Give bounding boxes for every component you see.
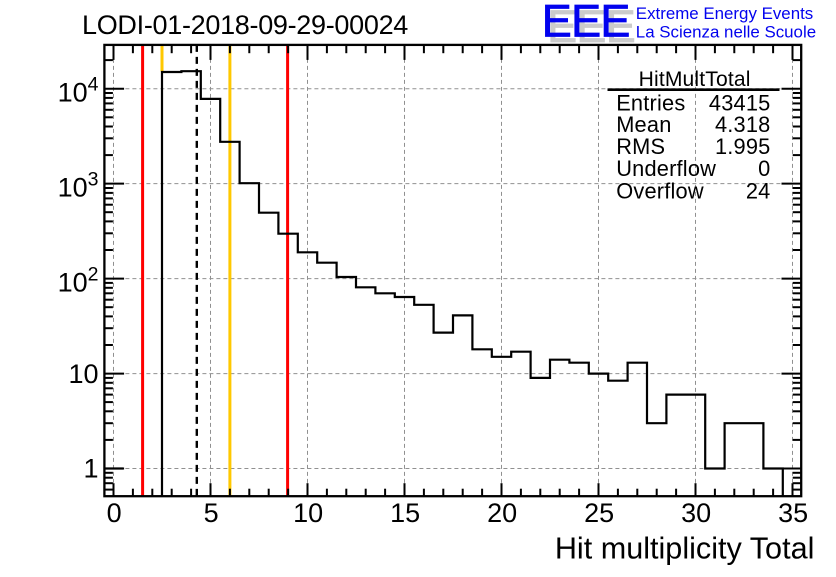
svg-text:10: 10: [68, 359, 98, 389]
svg-text:5: 5: [204, 498, 219, 528]
svg-text:1.995: 1.995: [715, 134, 771, 159]
svg-text:HitMultTotal: HitMultTotal: [639, 68, 751, 91]
svg-text:20: 20: [487, 498, 517, 528]
svg-text:1: 1: [83, 454, 98, 484]
svg-text:15: 15: [390, 498, 420, 528]
svg-text:43415: 43415: [709, 90, 771, 115]
svg-text:Underflow: Underflow: [616, 156, 716, 181]
svg-text:0: 0: [107, 498, 122, 528]
svg-text:25: 25: [584, 498, 614, 528]
svg-text:La Scienza nelle Scuole: La Scienza nelle Scuole: [636, 22, 816, 41]
svg-text:4.318: 4.318: [715, 112, 771, 137]
svg-text:Overflow: Overflow: [616, 178, 704, 203]
svg-text:Hit multiplicity Total: Hit multiplicity Total: [555, 532, 815, 566]
svg-text:0: 0: [758, 156, 770, 181]
svg-text:10: 10: [293, 498, 323, 528]
svg-text:24: 24: [746, 178, 771, 203]
svg-text:30: 30: [681, 498, 711, 528]
svg-text:EEE: EEE: [547, 1, 635, 52]
svg-text:35: 35: [778, 498, 808, 528]
svg-text:LODI-01-2018-09-29-00024: LODI-01-2018-09-29-00024: [82, 10, 408, 40]
svg-text:Entries: Entries: [616, 90, 685, 115]
svg-text:Extreme Energy Events: Extreme Energy Events: [636, 4, 813, 23]
svg-text:Mean: Mean: [616, 112, 671, 137]
svg-text:RMS: RMS: [616, 134, 665, 159]
svg-text:EEE: EEE: [542, 0, 630, 47]
